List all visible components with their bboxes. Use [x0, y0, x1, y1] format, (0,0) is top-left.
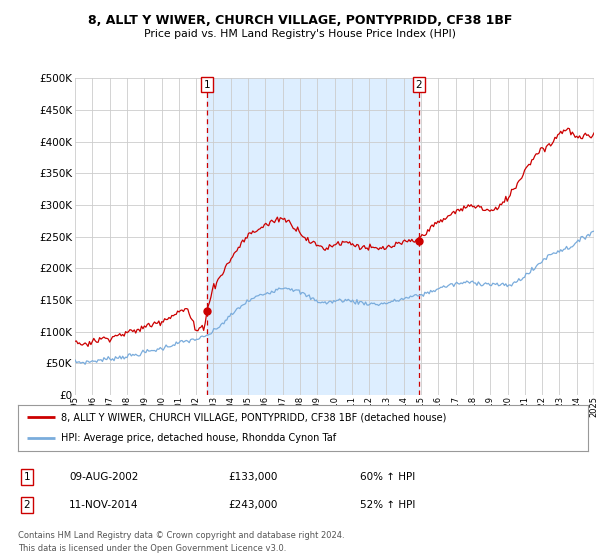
Text: 11-NOV-2014: 11-NOV-2014	[69, 500, 139, 510]
Text: £133,000: £133,000	[228, 472, 277, 482]
Text: Contains HM Land Registry data © Crown copyright and database right 2024.: Contains HM Land Registry data © Crown c…	[18, 531, 344, 540]
Text: 52% ↑ HPI: 52% ↑ HPI	[360, 500, 415, 510]
Text: This data is licensed under the Open Government Licence v3.0.: This data is licensed under the Open Gov…	[18, 544, 286, 553]
Text: Price paid vs. HM Land Registry's House Price Index (HPI): Price paid vs. HM Land Registry's House …	[144, 29, 456, 39]
Text: 60% ↑ HPI: 60% ↑ HPI	[360, 472, 415, 482]
Text: HPI: Average price, detached house, Rhondda Cynon Taf: HPI: Average price, detached house, Rhon…	[61, 433, 336, 444]
Text: 1: 1	[203, 80, 210, 90]
Bar	[207, 78, 419, 395]
Text: 2: 2	[415, 80, 422, 90]
Text: 09-AUG-2002: 09-AUG-2002	[69, 472, 139, 482]
Bar	[593, 78, 594, 395]
Text: 8, ALLT Y WIWER, CHURCH VILLAGE, PONTYPRIDD, CF38 1BF: 8, ALLT Y WIWER, CHURCH VILLAGE, PONTYPR…	[88, 14, 512, 27]
Text: 8, ALLT Y WIWER, CHURCH VILLAGE, PONTYPRIDD, CF38 1BF (detached house): 8, ALLT Y WIWER, CHURCH VILLAGE, PONTYPR…	[61, 412, 446, 422]
Text: £243,000: £243,000	[228, 500, 277, 510]
Text: 1: 1	[23, 472, 31, 482]
Text: 2: 2	[23, 500, 31, 510]
